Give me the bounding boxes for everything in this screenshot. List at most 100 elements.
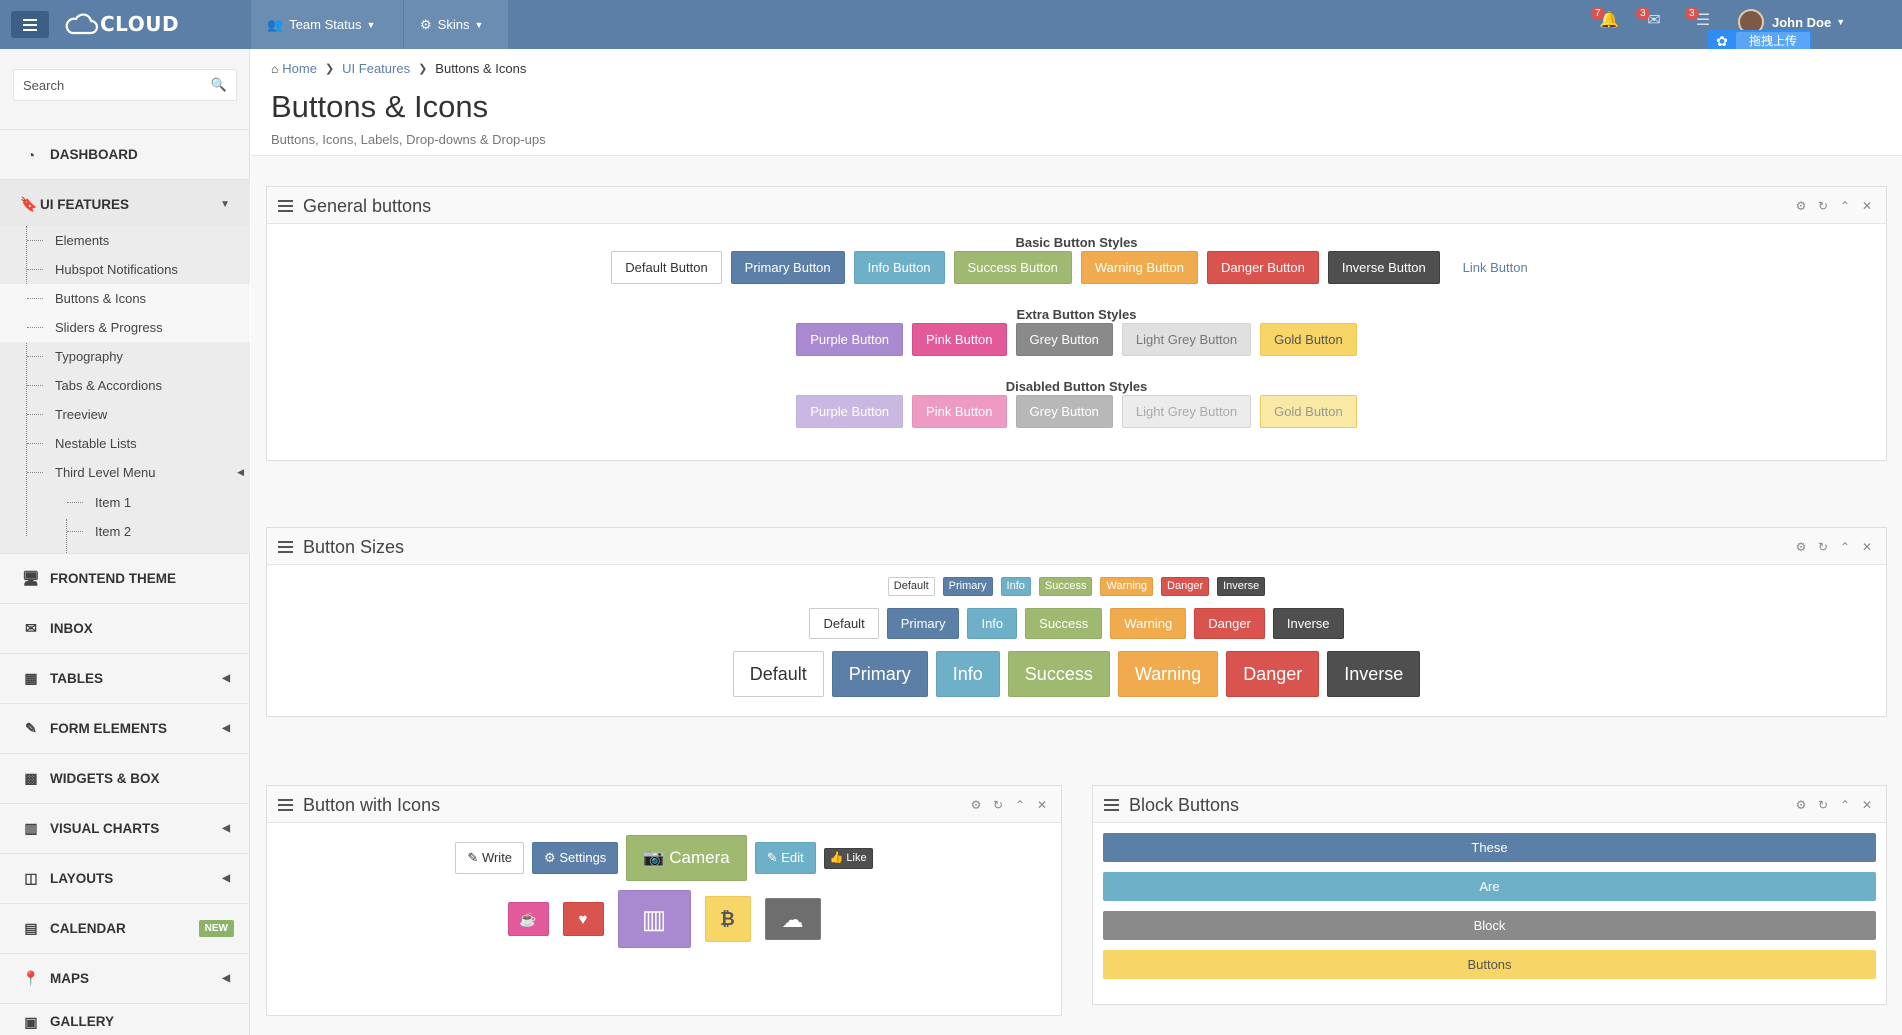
gold-button[interactable]: Gold Button: [1260, 323, 1357, 356]
success-sm-button[interactable]: Success: [1025, 608, 1103, 639]
breadcrumb-ui-features[interactable]: UI Features: [342, 61, 411, 76]
danger-xs-button[interactable]: Danger: [1161, 577, 1210, 596]
submenu-item-item-1[interactable]: Item 1: [0, 488, 250, 517]
like-button[interactable]: 👍 Like: [823, 847, 873, 869]
chevron-up-icon[interactable]: ⌃: [1014, 798, 1026, 812]
default-button[interactable]: Default Button: [611, 251, 722, 284]
search-input[interactable]: [14, 70, 204, 100]
block-button-are[interactable]: Are: [1103, 872, 1876, 901]
notifications-button[interactable]: 🔔 7: [1591, 7, 1620, 32]
primary-lg-button[interactable]: Primary: [831, 651, 928, 697]
success-button[interactable]: Success Button: [953, 251, 1072, 284]
sidebar-item-maps[interactable]: 📍 MAPS ◀: [0, 953, 250, 1003]
submenu-item-third-level[interactable]: Third Level Menu ◀: [0, 458, 250, 487]
danger-lg-button[interactable]: Danger: [1226, 651, 1320, 697]
logo[interactable]: CLOUD: [64, 10, 179, 38]
messages-button[interactable]: ✉ 3: [1636, 7, 1665, 32]
inverse-sm-button[interactable]: Inverse: [1272, 608, 1344, 639]
sidebar-item-calendar[interactable]: ▤ CALENDAR NEW: [0, 903, 250, 953]
sidebar-item-widgets[interactable]: ▩ WIDGETS & BOX: [0, 753, 250, 803]
submenu-item-tabs[interactable]: Tabs & Accordions: [0, 371, 250, 400]
gear-icon[interactable]: ⚙: [970, 798, 982, 812]
gear-icon[interactable]: ⚙: [1795, 798, 1807, 812]
bitcoin-button[interactable]: ₿: [704, 896, 751, 942]
submenu-item-item-2[interactable]: Item 2: [0, 517, 250, 546]
sidebar-item-tables[interactable]: ▦ TABLES ◀: [0, 653, 250, 703]
submenu-item-treeview[interactable]: Treeview: [0, 400, 250, 429]
info-button[interactable]: Info Button: [853, 251, 945, 284]
camera-button[interactable]: 📷 Camera: [626, 835, 747, 881]
refresh-icon[interactable]: ↻: [1817, 798, 1829, 812]
warning-xs-button[interactable]: Warning: [1100, 577, 1154, 596]
primary-xs-button[interactable]: Primary: [942, 577, 993, 596]
link-button[interactable]: Link Button: [1449, 251, 1542, 284]
close-icon[interactable]: ✕: [1861, 199, 1873, 213]
submenu-item-nestable[interactable]: Nestable Lists: [0, 429, 250, 458]
chevron-up-icon[interactable]: ⌃: [1839, 798, 1851, 812]
refresh-icon[interactable]: ↻: [992, 798, 1004, 812]
sidebar-item-visual-charts[interactable]: ▥ VISUAL CHARTS ◀: [0, 803, 250, 853]
settings-button[interactable]: ⚙ Settings: [532, 842, 619, 874]
block-button-these[interactable]: These: [1103, 833, 1876, 862]
default-lg-button[interactable]: Default: [732, 651, 824, 697]
tasks-button[interactable]: ☰ 3: [1685, 7, 1714, 32]
inverse-xs-button[interactable]: Inverse: [1217, 577, 1266, 596]
refresh-icon[interactable]: ↻: [1817, 540, 1829, 554]
submenu-item-sliders[interactable]: Sliders & Progress: [0, 313, 250, 342]
danger-sm-button[interactable]: Danger: [1194, 608, 1265, 639]
default-sm-button[interactable]: Default: [809, 608, 879, 639]
coffee-button[interactable]: ☕: [507, 902, 549, 936]
chevron-up-icon[interactable]: ⌃: [1839, 540, 1851, 554]
inverse-button[interactable]: Inverse Button: [1327, 251, 1440, 284]
grey-button[interactable]: Grey Button: [1015, 323, 1113, 356]
purple-button[interactable]: Purple Button: [796, 323, 904, 356]
edit-button[interactable]: ✎ Edit: [754, 842, 816, 874]
success-xs-button[interactable]: Success: [1038, 577, 1093, 596]
write-button[interactable]: ✎ Write: [455, 842, 525, 874]
sidebar-item-gallery[interactable]: ▣ GALLERY: [0, 1003, 250, 1035]
block-button-block[interactable]: Block: [1103, 911, 1876, 940]
breadcrumb-home[interactable]: Home: [282, 61, 317, 76]
submenu-item-hubspot[interactable]: Hubspot Notifications: [0, 255, 250, 284]
info-xs-button[interactable]: Info: [1000, 577, 1031, 596]
warning-sm-button[interactable]: Warning: [1110, 608, 1187, 639]
sidebar-item-ui-features[interactable]: 🔖 UI FEATURES ▼: [0, 179, 250, 229]
nav-team-status[interactable]: 👥 Team Status ▼: [251, 0, 403, 49]
sidebar-item-frontend-theme[interactable]: 🖥 FRONTEND THEME: [0, 553, 250, 603]
search-icon[interactable]: 🔍: [210, 77, 227, 92]
danger-button[interactable]: Danger Button: [1207, 251, 1319, 284]
sidebar-toggle-button[interactable]: [11, 11, 49, 38]
light-grey-button[interactable]: Light Grey Button: [1121, 323, 1252, 356]
pink-button[interactable]: Pink Button: [912, 323, 1007, 356]
warning-lg-button[interactable]: Warning: [1117, 651, 1219, 697]
success-lg-button[interactable]: Success: [1007, 651, 1110, 697]
sidebar-item-form-elements[interactable]: ✎ FORM ELEMENTS ◀: [0, 703, 250, 753]
gear-icon[interactable]: ⚙: [1795, 540, 1807, 554]
submenu-item-elements[interactable]: Elements: [0, 226, 250, 255]
drag-upload-widget[interactable]: ✿ 拖拽上传: [1708, 30, 1812, 52]
refresh-icon[interactable]: ↻: [1817, 199, 1829, 213]
gear-icon[interactable]: ⚙: [1795, 199, 1807, 213]
info-lg-button[interactable]: Info: [935, 651, 1000, 697]
chart-button[interactable]: ▥: [617, 890, 691, 948]
sidebar-item-layouts[interactable]: ◫ LAYOUTS ◀: [0, 853, 250, 903]
heart-button[interactable]: ♥: [562, 902, 604, 936]
primary-sm-button[interactable]: Primary: [886, 608, 960, 639]
info-sm-button[interactable]: Info: [967, 608, 1018, 639]
warning-button[interactable]: Warning Button: [1080, 251, 1198, 284]
close-icon[interactable]: ✕: [1861, 540, 1873, 554]
user-menu[interactable]: John Doe ▼: [1738, 9, 1845, 35]
nav-skins[interactable]: ⚙ Skins ▼: [404, 0, 508, 49]
sidebar-item-dashboard[interactable]: ◔ DASHBOARD: [0, 129, 250, 179]
close-icon[interactable]: ✕: [1861, 798, 1873, 812]
submenu-item-buttons-icons[interactable]: Buttons & Icons: [0, 284, 250, 313]
chevron-up-icon[interactable]: ⌃: [1839, 199, 1851, 213]
default-xs-button[interactable]: Default: [887, 577, 935, 596]
block-button-buttons[interactable]: Buttons: [1103, 950, 1876, 979]
primary-button[interactable]: Primary Button: [730, 251, 845, 284]
cloud-download-button[interactable]: ☁: [764, 898, 821, 940]
sidebar-item-inbox[interactable]: ✉ INBOX: [0, 603, 250, 653]
inverse-lg-button[interactable]: Inverse: [1327, 651, 1421, 697]
close-icon[interactable]: ✕: [1036, 798, 1048, 812]
submenu-item-typography[interactable]: Typography: [0, 342, 250, 371]
